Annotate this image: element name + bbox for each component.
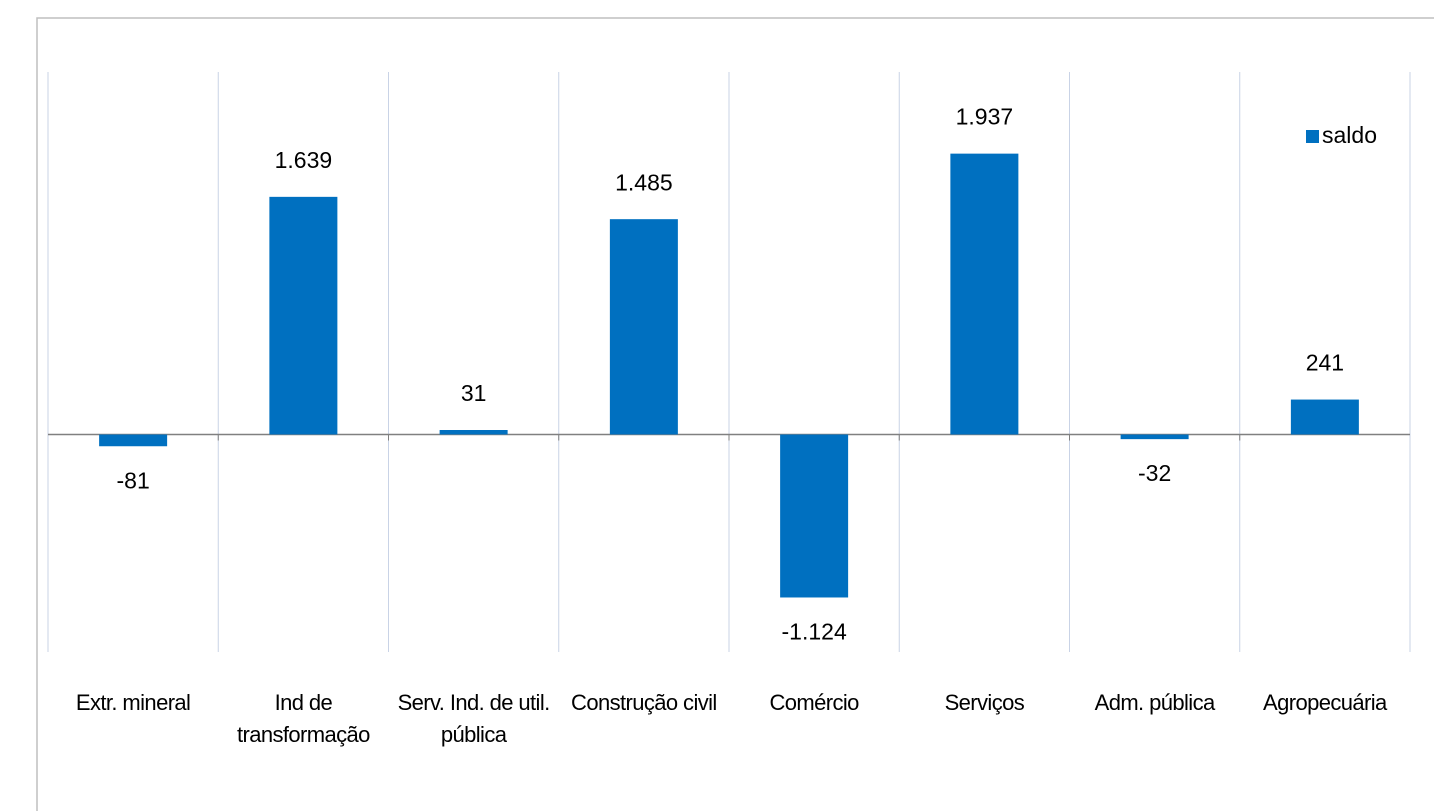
legend-label: saldo: [1322, 122, 1377, 148]
data-label: 241: [1306, 350, 1344, 376]
bar: [950, 153, 1019, 435]
x-tick-label: Extr. mineral: [75, 690, 191, 715]
x-tick-label: Serv. Ind. de util. pública: [397, 690, 551, 747]
data-label: -32: [1138, 460, 1171, 486]
data-label: 1.639: [275, 147, 333, 173]
bar: [1120, 434, 1189, 440]
x-tick-label: Serviços: [944, 690, 1025, 715]
bar: [1290, 399, 1359, 435]
data-label: 31: [461, 380, 487, 406]
data-label: -1.124: [782, 619, 847, 645]
x-tick-label: Construção civil: [571, 690, 717, 715]
chart-frame: [36, 17, 1434, 811]
data-label: 1.485: [615, 169, 673, 195]
legend-swatch: [1306, 130, 1319, 143]
x-tick-label: Comércio: [769, 690, 859, 715]
bar: [439, 430, 508, 435]
data-label: -81: [117, 467, 150, 493]
x-tick-label: Agropecuária: [1263, 690, 1387, 715]
bar: [99, 434, 168, 447]
bar: [609, 219, 678, 435]
x-tick-label: Adm. pública: [1094, 690, 1216, 715]
data-label: 1.937: [956, 104, 1014, 130]
bar: [269, 196, 338, 435]
x-tick-label: Ind de transformação: [236, 690, 370, 747]
bar: [780, 434, 849, 598]
